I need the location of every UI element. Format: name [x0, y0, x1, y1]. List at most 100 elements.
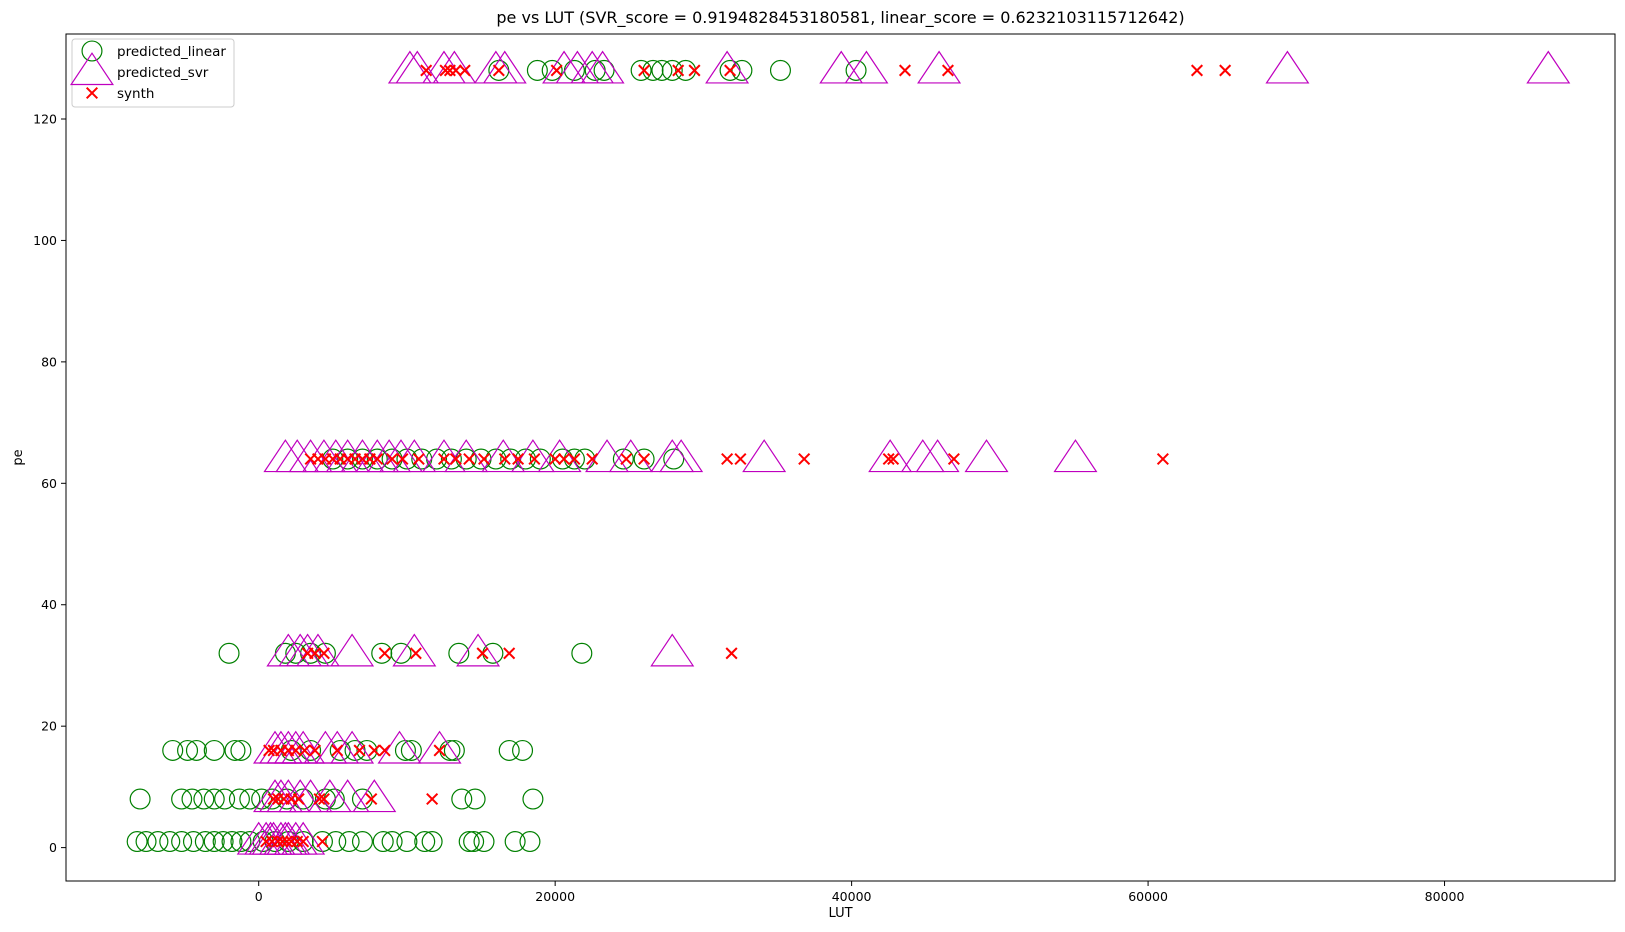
synth-point [317, 793, 330, 806]
predicted_svr-point [444, 439, 489, 473]
predicted_svr-point [964, 439, 1009, 473]
predicted_svr-point [417, 730, 462, 764]
predicted_linear-point [381, 831, 403, 853]
y-tick-label: 120 [33, 112, 57, 127]
synth-point [412, 452, 425, 466]
predicted_linear-point [126, 831, 148, 853]
synth-point [365, 793, 378, 806]
predicted_linear-point [440, 448, 462, 470]
synth-point [371, 452, 384, 466]
synth-point [672, 64, 685, 77]
predicted_linear-point [228, 788, 250, 810]
synth-point [798, 452, 811, 466]
y-tick-label: 80 [41, 354, 57, 369]
predicted_linear-point [171, 788, 193, 810]
predicted_linear-point [162, 739, 184, 761]
predicted_linear-point [337, 448, 359, 470]
predicted_linear-point [396, 831, 418, 853]
synth-point [1156, 452, 1169, 466]
predicted_svr-point [340, 439, 385, 473]
synth-point [426, 793, 439, 806]
synth-point [941, 64, 954, 77]
predicted_linear-point [351, 448, 373, 470]
predicted_linear-point [541, 59, 563, 81]
predicted_svr-point [330, 633, 375, 667]
predicted_linear-point [526, 59, 548, 81]
synth-point [271, 835, 284, 848]
x-axis-ticks: 0 20000 40000 60000 80000 [255, 881, 1464, 904]
predicted_linear-point [182, 831, 204, 853]
predicted_linear-point [390, 642, 412, 664]
predicted_linear-point [593, 59, 615, 81]
predicted_linear-point [230, 739, 252, 761]
y-tick-label: 0 [49, 840, 57, 855]
predicted_linear-point [519, 831, 541, 853]
synth-point [898, 64, 912, 77]
synth-point [734, 452, 747, 466]
synth-point [449, 64, 462, 77]
synth-point [308, 744, 322, 757]
predicted_linear-point [512, 739, 534, 761]
synth-point [586, 452, 599, 466]
predicted_svr-point [1265, 50, 1310, 84]
synth-point [463, 452, 476, 466]
predicted_linear-point [129, 788, 151, 810]
synth-point [353, 744, 366, 757]
predicted_linear-point [571, 642, 593, 664]
plot-frame [65, 33, 1616, 882]
synth-point [638, 64, 651, 77]
predicted_linear-point [731, 59, 753, 81]
predicted_linear-point [443, 739, 465, 761]
synth-point [476, 647, 489, 660]
synth-point [887, 452, 900, 466]
synth-point [316, 835, 329, 848]
predicted_svr-point [819, 50, 864, 84]
synth-point [267, 793, 280, 806]
synth-point [276, 835, 289, 848]
synth-point [331, 744, 344, 757]
predicted_linear-point [203, 831, 225, 853]
series-predicted_linear [126, 59, 867, 853]
predicted_linear-point [633, 448, 655, 470]
predicted_svr-point [387, 50, 432, 84]
predicted_linear-point [612, 448, 634, 470]
synth-point [724, 64, 737, 77]
synth-point [550, 64, 563, 77]
predicted_linear-point [224, 739, 246, 761]
predicted_linear-point [845, 59, 867, 81]
x-tick-label: 40000 [832, 889, 872, 904]
predicted_linear-point [498, 739, 520, 761]
synth-point [297, 835, 310, 848]
synth-point [498, 452, 511, 466]
synth-point [477, 452, 491, 466]
synth-point [409, 647, 422, 660]
synth-point [549, 452, 562, 466]
chart-title: pe vs LUT (SVR_score = 0.919482845318058… [496, 8, 1184, 28]
predicted_linear-point [522, 788, 544, 810]
x-axis-label: LUT [828, 906, 852, 921]
synth-point [449, 452, 462, 466]
predicted_linear-point [203, 739, 225, 761]
legend-label-predicted_svr: predicted_svr [117, 65, 209, 81]
predicted_svr-point [650, 633, 695, 667]
predicted_svr-point [650, 439, 695, 473]
synth-point [638, 452, 651, 466]
y-axis-label: pe [11, 449, 26, 465]
synth-point [378, 647, 391, 660]
predicted_svr-point [253, 730, 298, 764]
synth-point [437, 452, 451, 466]
synth-point [439, 64, 452, 77]
predicted_linear-point [366, 448, 388, 470]
predicted_linear-point [230, 831, 252, 853]
y-tick-label: 60 [41, 476, 57, 491]
predicted_svr-point [352, 779, 397, 813]
series-predicted_svr [236, 50, 1571, 855]
synth-point [308, 647, 322, 660]
predicted_linear-point [194, 831, 216, 853]
predicted_linear-point [147, 831, 169, 853]
legend-marker-predicted_linear [81, 40, 103, 62]
synth-point [313, 793, 326, 806]
synth-point [263, 744, 276, 757]
